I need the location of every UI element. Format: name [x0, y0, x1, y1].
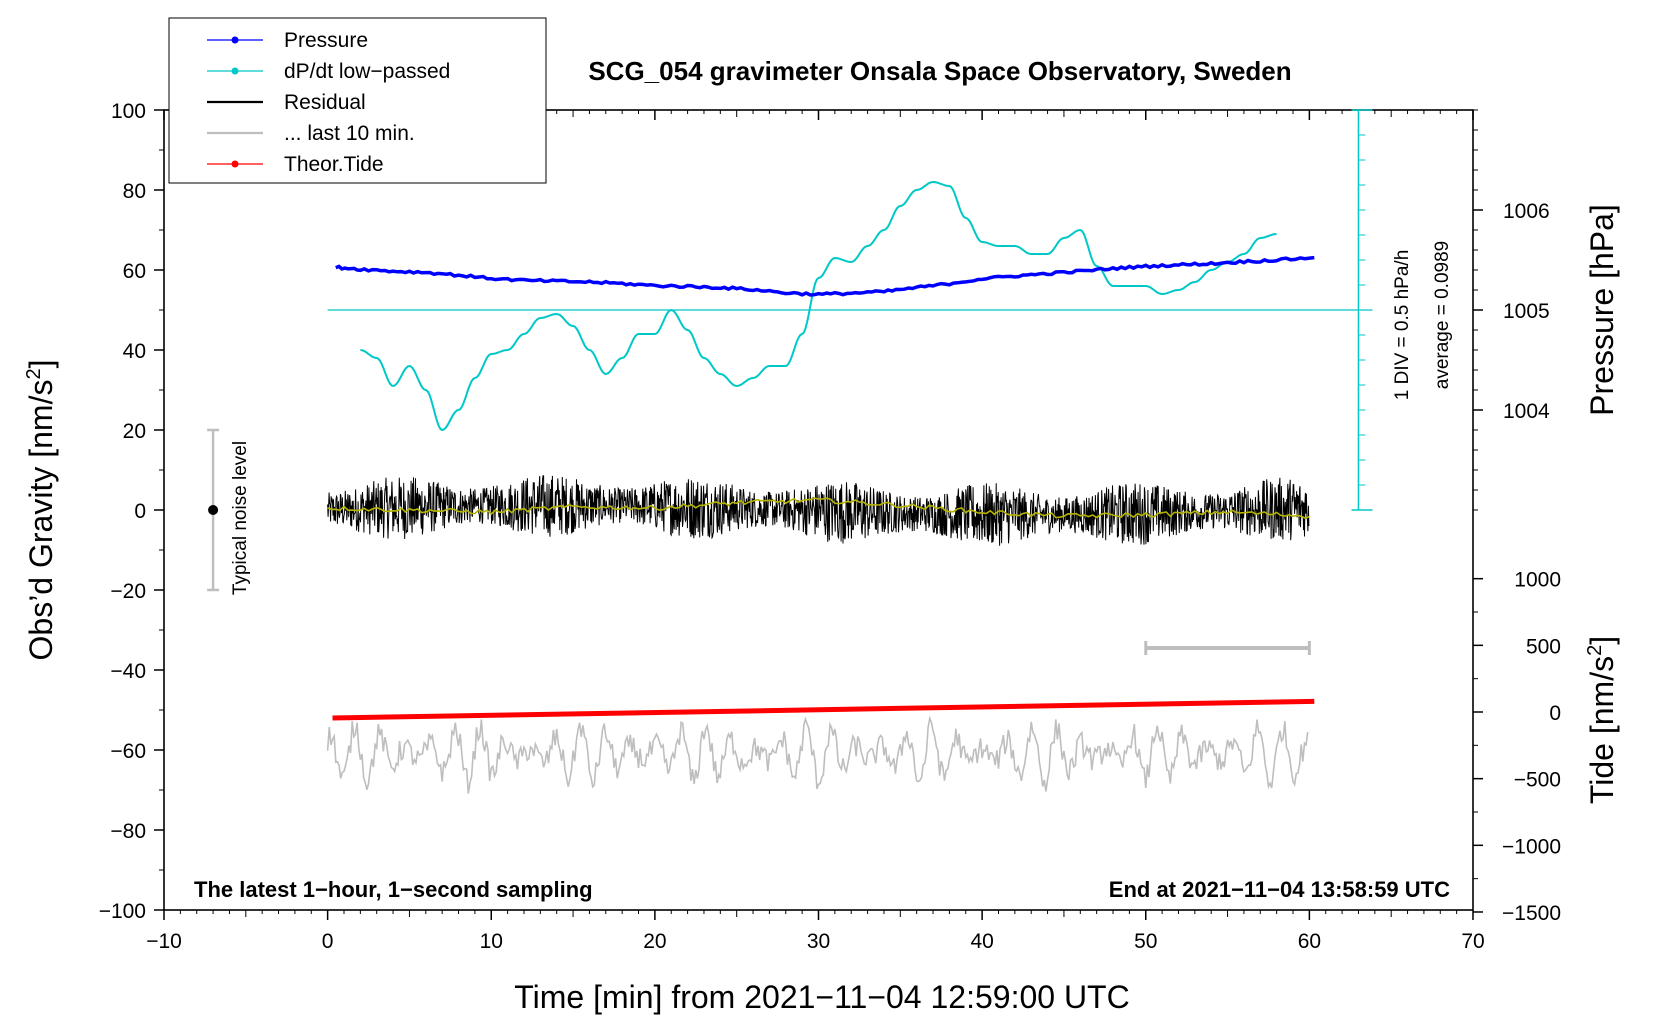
last-10-min-line: [326, 715, 1309, 794]
y-tick-label: −60: [110, 740, 146, 763]
theor-tide-line: [332, 698, 1315, 721]
tide-tick-label: −1500: [1502, 902, 1561, 925]
pressure-tick-label: 1004: [1503, 400, 1550, 423]
x-tick-label: 20: [643, 930, 666, 953]
legend-swatch-marker: [231, 160, 239, 168]
legend-label: ... last 10 min.: [284, 122, 415, 145]
x-tick-label: 30: [807, 930, 830, 953]
y-label-left-sup: 2: [23, 368, 45, 379]
y-tick-label: 60: [123, 260, 146, 283]
pressure-tick-label: 1005: [1503, 300, 1550, 323]
legend-swatch-marker: [231, 36, 239, 44]
tide-tick-label: −1000: [1502, 835, 1561, 858]
series-layer: [326, 180, 1315, 794]
legend-label: Pressure: [284, 29, 368, 52]
y-tick-label: −40: [110, 660, 146, 683]
y-label-left-main: Obs’d Gravity [nm/s: [23, 380, 59, 661]
legend-items: Pressure dP/dt low−passed Residual ... last…: [207, 29, 450, 176]
tide-tick-label: 1000: [1514, 569, 1561, 592]
end-time-note: End at 2021−11−04 13:58:59 UTC: [1109, 877, 1450, 902]
residual-line: [327, 475, 1310, 546]
y-axis-label-tide: Tide [nm/s2]: [1584, 636, 1620, 804]
x-tick-label: 70: [1461, 930, 1484, 953]
dpdt-division-label: 1 DIV = 0.5 hPa/h: [1392, 250, 1413, 401]
dpdt-average-label: average = 0.0989: [1432, 241, 1453, 389]
y-axis-label-pressure: Pressure [hPa]: [1584, 204, 1620, 416]
y-tick-label: 20: [123, 420, 146, 443]
tide-axis-ticks: 1000 500 0 −500 −1000 −1500: [1473, 569, 1561, 925]
pressure-line: [335, 255, 1315, 297]
legend-label: dP/dt low−passed: [284, 60, 450, 83]
y-tick-label: −20: [110, 580, 146, 603]
chart-title: SCG_054 gravimeter Onsala Space Observat…: [588, 56, 1291, 86]
y-label-tide-sup: 2: [1584, 645, 1606, 656]
tide-tick-label: 0: [1549, 702, 1561, 725]
tide-tick-label: −500: [1514, 769, 1561, 792]
y-tick-label: 80: [123, 180, 146, 203]
legend-label: Residual: [284, 91, 366, 114]
x-tick-label: 40: [970, 930, 993, 953]
residual-smoothed-line: [327, 497, 1310, 519]
y-axis-label-left: Obs’d Gravity [nm/s2]: [23, 360, 59, 661]
pressure-tick-label: 1006: [1503, 200, 1550, 223]
dpdt-scale-axis: [327, 109, 1373, 511]
noise-bar-point: [208, 505, 219, 515]
noise-level-bar: [207, 428, 220, 592]
y-label-tide-main: Tide [nm/s: [1584, 656, 1620, 804]
x-tick-label: 60: [1298, 930, 1321, 953]
legend-swatch-marker: [231, 67, 239, 75]
x-tick-label: 0: [322, 930, 334, 953]
x-tick-label: −10: [146, 930, 182, 953]
y-axis-ticks: −100 −80 −60 −40 −20 0 20 40 60 80 100: [99, 100, 1478, 923]
y-label-tide-end: ]: [1584, 636, 1620, 645]
x-tick-label: 10: [480, 930, 503, 953]
y-tick-label: −100: [99, 900, 146, 923]
pressure-axis-ticks: 1004 1005 1006: [1473, 200, 1550, 423]
y-tick-label: 0: [134, 500, 146, 523]
dpdt-line: [360, 180, 1277, 432]
x-tick-label: 50: [1134, 930, 1157, 953]
sampling-note: The latest 1−hour, 1−second sampling: [194, 877, 593, 902]
x-axis-label: Time [min] from 2021−11−04 12:59:00 UTC: [514, 979, 1129, 1015]
y-label-left-end: ]: [23, 360, 59, 369]
tide-tick-label: 500: [1526, 635, 1561, 658]
y-tick-label: 100: [111, 100, 146, 123]
legend-box: [168, 17, 547, 184]
y-tick-label: −80: [110, 820, 146, 843]
y-tick-label: 40: [123, 340, 146, 363]
legend: Pressure dP/dt low−passed Residual ... last…: [168, 17, 547, 184]
legend-label: Theor.Tide: [284, 153, 384, 176]
noise-level-label: Typical noise level: [230, 441, 251, 595]
